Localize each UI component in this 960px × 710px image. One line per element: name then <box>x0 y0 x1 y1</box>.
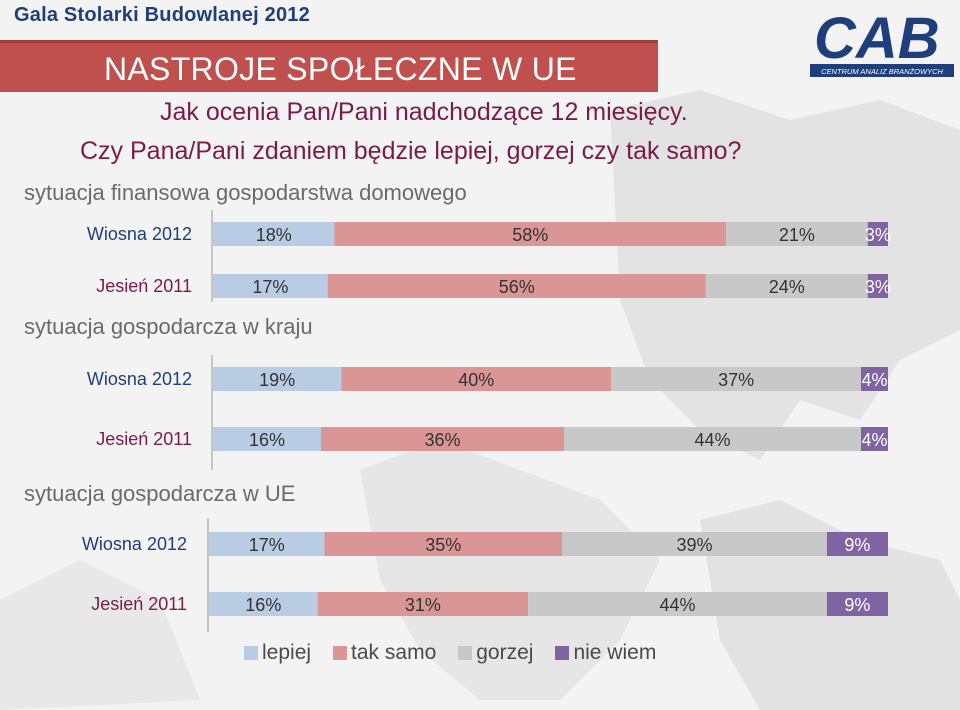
bar-segment-lepiej <box>213 367 342 391</box>
bar-segment-lepiej <box>213 222 335 246</box>
bar-segment-gorzej <box>726 222 868 246</box>
data-label: 39% <box>676 535 712 555</box>
data-label: 37% <box>718 370 754 390</box>
title-banner: NASTROJE SPOŁECZNE W UE <box>0 40 658 92</box>
bar-segment-lepiej <box>209 592 318 616</box>
legend-label-lepiej: lepiej <box>262 641 312 664</box>
data-label: 58% <box>512 225 548 245</box>
data-label: 4% <box>861 430 887 450</box>
data-label: 19% <box>259 370 295 390</box>
data-label: 9% <box>844 535 870 555</box>
bar-segment-tak-samo <box>317 592 529 616</box>
bar-segment-gorzej <box>564 427 861 451</box>
logo-subtitle: CENTRUM ANALIZ BRANŻOWYCH <box>821 67 943 76</box>
data-label: 44% <box>694 430 730 450</box>
bar-segment-nie-wiem <box>867 222 888 246</box>
data-label: 3% <box>865 277 891 297</box>
chart-legend: lepiej tak samo gorzej nie wiem <box>244 641 656 665</box>
legend-swatch-nie-wiem <box>555 646 570 660</box>
data-label: 18% <box>256 225 292 245</box>
bar-segment-lepiej <box>209 532 325 556</box>
row-label: Jesień 2011 <box>91 594 187 614</box>
bar-segment-gorzej <box>528 592 827 616</box>
question-line-2: Czy Pana/Pani zdaniem będzie lepiej, gor… <box>80 137 742 165</box>
bar-segment-tak-samo <box>334 222 726 246</box>
event-title: Gala Stolarki Budowlanej 2012 <box>14 4 310 26</box>
data-label: 21% <box>779 225 815 245</box>
legend-swatch-lepiej <box>244 646 258 660</box>
bar-segment-nie-wiem <box>867 274 888 298</box>
legend-label-gorzej: gorzej <box>476 641 534 664</box>
data-label: 16% <box>245 595 281 615</box>
legend-item-gorzej: gorzej <box>458 641 533 665</box>
row-label: Jesień 2011 <box>96 276 192 296</box>
banner-title: NASTROJE SPOŁECZNE W UE <box>104 51 577 87</box>
legend-label-tak-samo: tak samo <box>351 641 437 664</box>
bar-segment-lepiej <box>213 274 328 298</box>
legend-item-nie-wiem: nie wiem <box>555 641 656 665</box>
row-label: Wiosna 2012 <box>87 224 192 244</box>
data-label: 31% <box>405 595 441 615</box>
bar-segment-nie-wiem <box>826 532 888 556</box>
legend-swatch-gorzej <box>458 646 473 660</box>
bar-segment-gorzej <box>562 532 827 556</box>
data-label: 9% <box>844 595 870 615</box>
row-label: Wiosna 2012 <box>87 369 192 389</box>
section-title-household: sytuacja finansowa gospodarstwa domowego <box>24 180 467 205</box>
logo-text: CAB <box>814 6 940 71</box>
data-label: 3% <box>865 225 891 245</box>
data-label: 24% <box>769 277 805 297</box>
bar-segment-gorzej <box>705 274 868 298</box>
legend-item-lepiej: lepiej <box>244 641 311 665</box>
data-label: 17% <box>252 277 288 297</box>
legend-item-tak-samo: tak samo <box>333 641 436 665</box>
data-label: 40% <box>458 370 494 390</box>
cab-logo: CAB CENTRUM ANALIZ BRANŻOWYCH <box>808 2 958 80</box>
data-label: 44% <box>659 595 695 615</box>
data-label: 56% <box>499 277 535 297</box>
legend-label-nie-wiem: nie wiem <box>573 641 657 664</box>
bar-segment-tak-samo <box>327 274 706 298</box>
data-label: 36% <box>424 430 460 450</box>
bar-segment-nie-wiem <box>861 367 888 391</box>
data-label: 4% <box>861 370 887 390</box>
section-title-eu: sytuacja gospodarcza w UE <box>24 481 296 506</box>
bar-segment-lepiej <box>213 427 321 451</box>
bar-segment-gorzej <box>611 367 861 391</box>
bar-segment-nie-wiem <box>861 427 888 451</box>
data-label: 35% <box>425 535 461 555</box>
data-label: 16% <box>249 430 285 450</box>
data-label: 17% <box>249 535 285 555</box>
section-title-country: sytuacja gospodarcza w kraju <box>24 314 313 339</box>
bar-segment-tak-samo <box>324 532 563 556</box>
bar-segment-tak-samo <box>321 427 564 451</box>
question-line-1: Jak ocenia Pan/Pani nadchodzące 12 miesi… <box>160 98 688 126</box>
row-label: Wiosna 2012 <box>82 534 187 554</box>
bar-segment-tak-samo <box>341 367 612 391</box>
bar-segment-nie-wiem <box>826 592 888 616</box>
legend-swatch-tak-samo <box>333 646 348 660</box>
row-label: Jesień 2011 <box>96 429 192 449</box>
